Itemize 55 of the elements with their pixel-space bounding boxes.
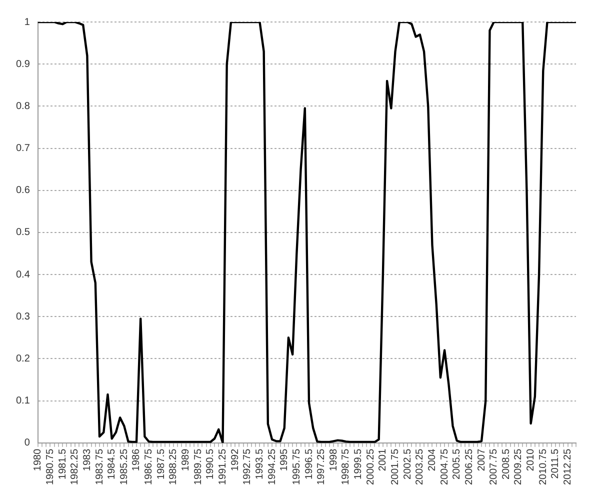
x-tick-label: 2003.25 bbox=[414, 448, 426, 486]
x-tick-label: 1998.75 bbox=[340, 448, 352, 486]
x-tick-label: 1985.25 bbox=[118, 448, 130, 486]
x-tick-label: 1997.25 bbox=[316, 448, 328, 486]
x-tick-label: 1998 bbox=[328, 448, 340, 472]
x-tick-label: 2004 bbox=[426, 448, 438, 472]
x-tick-label: 1993.5 bbox=[254, 448, 266, 480]
x-tick-label: 1989 bbox=[180, 448, 192, 472]
x-tick-label: 2000.25 bbox=[365, 448, 376, 486]
x-tick-label: 2002.5 bbox=[402, 448, 414, 480]
x-tick-label: 2011.5 bbox=[550, 448, 562, 479]
x-tick-label: 1991.25 bbox=[217, 448, 228, 486]
x-tick-label: 1983 bbox=[82, 448, 93, 472]
x-tick-label: 2005.5 bbox=[452, 448, 463, 480]
x-tick-label: 1996.5 bbox=[304, 448, 315, 480]
x-tick-label: 2009.25 bbox=[513, 448, 524, 486]
y-tick-label: 0.2 bbox=[16, 353, 30, 364]
x-tick-label: 1986 bbox=[131, 448, 142, 472]
x-tick-label: 1982.25 bbox=[70, 448, 81, 486]
x-tick-label: 1992.75 bbox=[242, 448, 254, 486]
y-tick-label: 0.5 bbox=[16, 227, 30, 238]
y-tick-label: 0.4 bbox=[16, 269, 30, 280]
x-tick-label: 2006.25 bbox=[464, 448, 475, 486]
x-tick-label: 2001 bbox=[378, 448, 389, 472]
x-tick-label: 1999.5 bbox=[353, 448, 364, 480]
x-tick-label: 2010 bbox=[526, 448, 537, 472]
x-tick-label: 2007 bbox=[476, 448, 488, 472]
x-tick-label: 1988.25 bbox=[168, 448, 180, 486]
y-tick-label: 0.8 bbox=[16, 100, 30, 112]
y-tick-label: 0.9 bbox=[16, 58, 30, 70]
y-tick-label: 0.1 bbox=[16, 396, 30, 407]
y-tick-label: 0.6 bbox=[16, 185, 30, 196]
x-tick-label: 2008.5 bbox=[500, 448, 512, 480]
y-tick-label: 0.3 bbox=[16, 311, 30, 322]
x-tick-label: 2007.75 bbox=[488, 448, 500, 486]
x-tick-label: 1987.5 bbox=[156, 448, 167, 480]
x-tick-label: 1983.75 bbox=[94, 448, 106, 486]
x-tick-label: 1994.25 bbox=[266, 448, 278, 486]
y-tick-label: 1 bbox=[24, 16, 30, 28]
x-tick-label: 1990.5 bbox=[205, 448, 216, 480]
x-tick-label: 2010.75 bbox=[538, 448, 549, 486]
x-tick-label: 1984.5 bbox=[106, 448, 118, 480]
x-tick-label: 2004.75 bbox=[439, 448, 450, 486]
y-tick-label: 0.7 bbox=[16, 143, 30, 154]
y-tick-label: 0 bbox=[24, 438, 30, 449]
x-tick-label: 1992 bbox=[230, 448, 241, 472]
x-tick-label: 2001.75 bbox=[390, 448, 402, 486]
x-tick-label: 1980 bbox=[32, 448, 44, 472]
x-tick-label: 1980.75 bbox=[44, 448, 56, 486]
x-tick-label: 2012.25 bbox=[562, 448, 574, 486]
x-tick-label: 1995 bbox=[279, 448, 290, 472]
x-tick-label: 1986.75 bbox=[144, 448, 155, 486]
x-tick-label: 1981.5 bbox=[57, 448, 68, 480]
x-tick-label: 1989.75 bbox=[192, 448, 204, 486]
x-tick-label: 1995.75 bbox=[291, 448, 302, 486]
